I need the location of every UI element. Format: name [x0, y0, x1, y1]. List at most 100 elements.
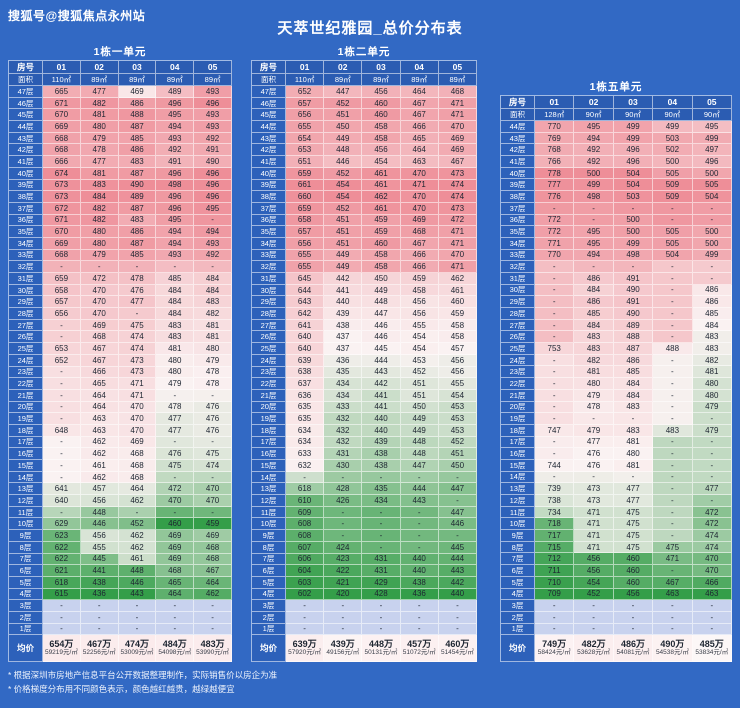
price-cell: 504 [613, 167, 654, 180]
price-cell: - [535, 471, 575, 484]
avg-cell: 467万 52256元/㎡ [80, 635, 119, 663]
price-cell: - [438, 611, 477, 624]
price-cell: 456 [613, 588, 654, 601]
price-cell: 658 [286, 214, 325, 227]
price-cell: 470 [692, 565, 732, 577]
price-cell: - [653, 495, 693, 507]
floor-label: 18层 [9, 424, 43, 437]
price-cell: 469 [118, 436, 157, 449]
price-cell: 496 [194, 167, 232, 180]
area-header: 面积 [501, 109, 535, 121]
price-cell: 469 [80, 319, 119, 332]
price-cell: 459 [362, 214, 401, 227]
price-cell: 442 [362, 378, 401, 390]
price-cell: 436 [400, 588, 439, 601]
avg-cell: 460万 51454元/㎡ [438, 635, 477, 663]
price-cell: 495 [574, 226, 614, 238]
price-cell: 481 [80, 167, 119, 180]
price-cell: 453 [438, 413, 477, 425]
price-cell: - [43, 471, 81, 484]
price-cell: 468 [194, 553, 232, 566]
price-cell: 456 [574, 553, 614, 566]
price-cell: 504 [613, 179, 654, 192]
price-cell: 431 [362, 565, 401, 577]
price-cell: 451 [324, 109, 363, 122]
floor-label: 13层 [252, 483, 286, 496]
price-cell: 449 [400, 413, 439, 425]
unit-area: 89㎡ [362, 74, 401, 86]
avg-total-price: 654万 [49, 638, 74, 649]
price-cell: - [535, 331, 575, 344]
price-cell: 462 [80, 436, 119, 449]
price-cell: 496 [613, 156, 654, 168]
price-cell: 638 [286, 366, 325, 379]
price-cell: 769 [535, 132, 575, 145]
price-cell: - [324, 530, 363, 542]
price-cell: 479 [574, 389, 614, 402]
price-cell: 467 [400, 237, 439, 250]
floor-label: 32层 [9, 261, 43, 273]
price-cell: - [692, 448, 732, 460]
price-cell: 484 [156, 308, 195, 320]
price-cell: 471 [653, 553, 693, 566]
floor-label: 24层 [252, 354, 286, 367]
price-cell: 470 [156, 495, 195, 507]
price-cell: - [43, 460, 81, 472]
price-cell: 471 [438, 261, 477, 273]
price-cell: - [692, 471, 732, 484]
price-cell: 432 [324, 436, 363, 449]
floor-label: 47层 [9, 86, 43, 98]
floor-label: 31层 [252, 273, 286, 285]
price-cell: 467 [653, 576, 693, 589]
price-cell: - [653, 214, 693, 227]
price-cell: 477 [80, 86, 119, 98]
unit-col-header: 03 [613, 96, 654, 109]
price-cell: - [194, 436, 232, 449]
price-cell: 445 [80, 553, 119, 566]
price-cell: 468 [194, 541, 232, 554]
price-cell: 470 [194, 495, 232, 507]
unit-table-5-title: 1栋五单元 [589, 81, 643, 93]
price-cell: 509 [653, 191, 693, 203]
floor-label: 29层 [252, 296, 286, 309]
price-cell: 503 [653, 132, 693, 145]
price-cell: 661 [286, 179, 325, 192]
price-cell: 494 [574, 132, 614, 145]
price-cell: 472 [80, 273, 119, 285]
floor-label: 37层 [252, 202, 286, 215]
price-cell: 753 [535, 343, 575, 355]
floor-label: 27层 [501, 319, 535, 332]
price-cell: 481 [692, 366, 732, 379]
price-cell: 768 [535, 144, 575, 157]
price-cell: 744 [535, 459, 575, 472]
price-cell: 471 [118, 389, 157, 402]
price-cell: - [535, 272, 575, 285]
floor-label: 41层 [501, 156, 535, 168]
floor-label: 36层 [501, 214, 535, 227]
price-cell: 670 [43, 109, 81, 122]
price-cell: 492 [194, 249, 232, 262]
price-cell: 481 [613, 459, 654, 472]
price-cell: 481 [613, 436, 654, 449]
floor-label: 10层 [501, 518, 535, 531]
floor-label: 41层 [252, 156, 286, 168]
floor-label: 22层 [252, 378, 286, 390]
unit-col-header: 04 [156, 61, 195, 74]
price-cell: 652 [286, 86, 325, 98]
price-cell: 639 [286, 354, 325, 367]
price-cell: 500 [653, 156, 693, 168]
price-cell: 481 [194, 319, 232, 332]
floor-label: 28层 [9, 308, 43, 320]
price-cell: 444 [400, 483, 439, 496]
price-cell: 451 [324, 214, 363, 227]
price-cell: - [574, 202, 614, 215]
area-header: 面积 [9, 74, 43, 86]
price-cell: - [653, 506, 693, 519]
price-cell: 495 [574, 237, 614, 250]
floor-label: 5层 [501, 576, 535, 589]
floor-label: 14层 [501, 471, 535, 484]
price-cell: 451 [324, 237, 363, 250]
price-cell: 474 [194, 460, 232, 472]
price-cell: 442 [324, 273, 363, 285]
floor-label: 9层 [501, 530, 535, 542]
